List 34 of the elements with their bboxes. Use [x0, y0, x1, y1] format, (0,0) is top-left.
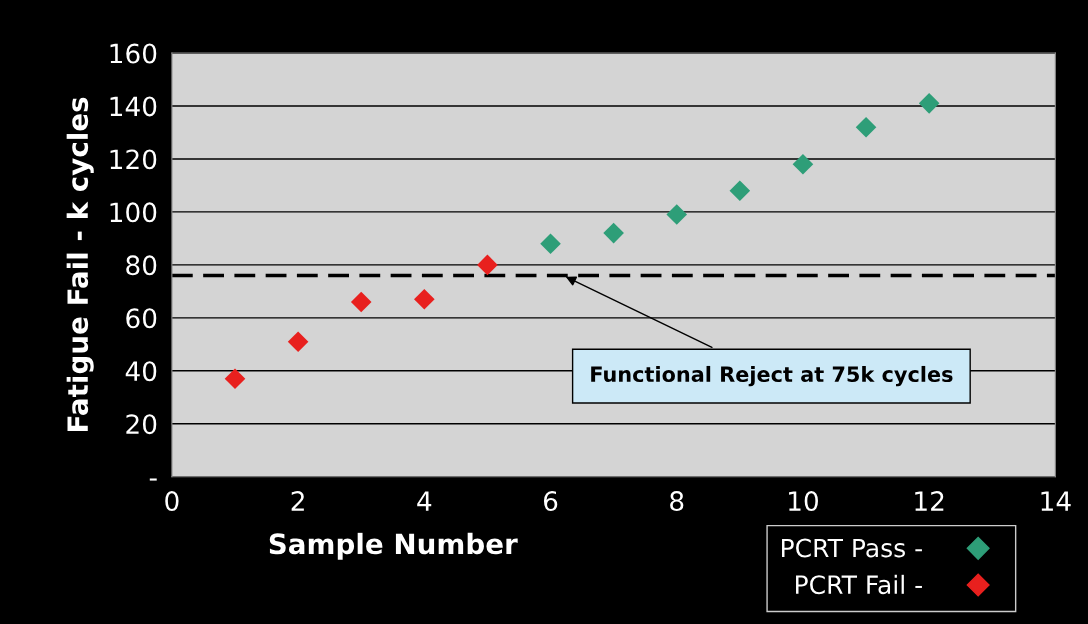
x-tick-label: 12 [915, 491, 944, 511]
y-tick-label: 20 [126, 414, 157, 435]
x-tick-label: 10 [789, 491, 818, 512]
point [287, 331, 309, 352]
y-axis-title: Fatigue Fail - k cycles [66, 97, 94, 431]
y-tick-label: 160 [110, 43, 157, 64]
x-tick-label: 4 [417, 491, 432, 511]
point [792, 153, 814, 175]
point [540, 233, 561, 254]
x-tick-label: 8 [670, 491, 684, 512]
x-axis-title: Sample Number [269, 532, 518, 560]
legend-label: PCRT Fail - [796, 574, 922, 595]
annotation: Functional Reject at 75k cycles [591, 365, 953, 387]
x-tick-label: 2 [291, 491, 304, 511]
y-tick-label: 120 [110, 149, 157, 170]
y-tick-label: 60 [126, 308, 157, 329]
point [729, 180, 751, 202]
point [918, 93, 940, 114]
point [603, 222, 624, 244]
legend-label: PCRT Pass - [782, 538, 922, 558]
point [224, 368, 246, 390]
y-tick-label: 140 [110, 96, 157, 117]
point [350, 291, 372, 313]
x-tick-label: 0 [165, 491, 179, 512]
y-tick-label: - [149, 478, 157, 481]
point [414, 289, 435, 310]
y-tick-label: 40 [125, 361, 157, 382]
point [666, 204, 688, 225]
y-tick-label: 100 [110, 202, 157, 223]
y-tick-label: 80 [126, 255, 157, 276]
x-tick-label: 6 [543, 491, 558, 512]
x-tick-label: 14 [1041, 491, 1071, 511]
point [855, 116, 877, 138]
point [477, 254, 498, 276]
